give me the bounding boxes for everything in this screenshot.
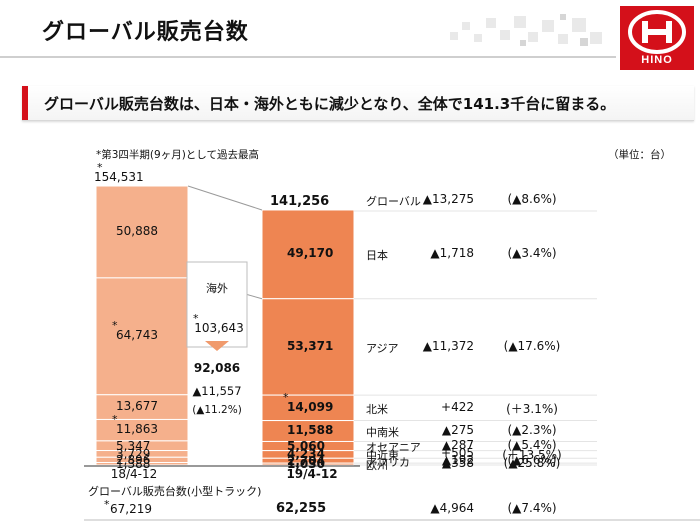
bar-value-label: 11,863 — [116, 422, 158, 436]
record-mark: * — [283, 391, 289, 404]
bar-value-label: 49,170 — [287, 246, 333, 260]
light-truck-label: グローバル販売台数(小型トラック) — [88, 483, 261, 499]
sales-chart — [0, 0, 700, 526]
region-change: ▲13,275 — [354, 192, 474, 206]
total-label: 141,256 — [270, 194, 329, 209]
bar-value-label: 64,743 — [116, 328, 158, 342]
overseas-label: 海外 — [157, 280, 277, 296]
region-change: ▲1,718 — [354, 246, 474, 260]
bar-value-label: 11,588 — [287, 423, 333, 437]
region-change-pct: (▲25.8%) — [472, 456, 592, 470]
region-change-pct: (▲8.6%) — [472, 192, 592, 206]
region-change: ▲275 — [354, 423, 474, 437]
light-truck-prev: 67,219 — [110, 502, 152, 516]
light-truck-change: ▲4,964 — [354, 501, 474, 515]
bar-value-label: 53,371 — [287, 339, 333, 353]
overseas-current-value: 92,086 — [157, 361, 277, 375]
region-change: +422 — [354, 400, 474, 414]
bar-value-label: 50,888 — [116, 224, 158, 238]
connector-line — [188, 186, 262, 210]
light-truck-current: 62,255 — [276, 501, 326, 516]
bar-value-label: 14,099 — [287, 400, 333, 414]
record-mark: * — [112, 413, 118, 426]
record-mark: * — [193, 312, 199, 325]
record-mark: * — [112, 319, 118, 332]
region-change: ▲11,372 — [354, 339, 474, 353]
bar-value-label: 13,677 — [116, 399, 158, 413]
overseas-prev-value: 103,643 — [159, 321, 279, 335]
record-mark: * — [104, 498, 110, 511]
region-change-pct: (▲17.6%) — [472, 339, 592, 353]
overseas-change-pct: (▲11.2%) — [157, 404, 277, 416]
region-change-pct: (＋3.1%) — [472, 400, 592, 417]
region-change-pct: (▲3.4%) — [472, 246, 592, 260]
light-truck-pct: (▲7.4%) — [472, 501, 592, 515]
region-change-pct: (▲2.3%) — [472, 423, 592, 437]
record-mark: * — [97, 161, 103, 174]
region-change: ▲358 — [354, 456, 474, 470]
overseas-change: ▲11,557 — [157, 384, 277, 398]
category-label: 18/4-12 — [74, 467, 194, 481]
